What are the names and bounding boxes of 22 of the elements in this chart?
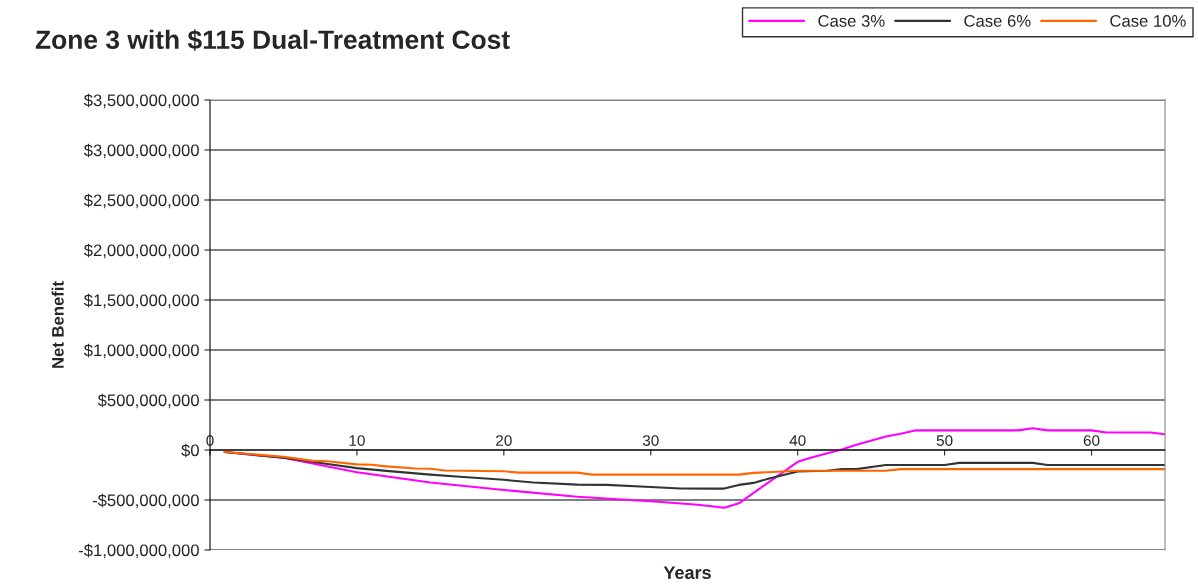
x-tick-label: 60 (1083, 435, 1100, 446)
chart-title: Zone 3 with $115 Dual-Treatment Cost (35, 29, 510, 51)
x-axis-title: Years (663, 566, 711, 580)
legend-label: Case 10% (1110, 15, 1186, 27)
y-tick-label: -$1,000,000,000 (78, 543, 199, 559)
y-tick-label: $3,000,000,000 (83, 143, 199, 159)
y-tick-label: $500,000,000 (97, 393, 199, 409)
y-tick-label: $2,000,000,000 (83, 243, 199, 259)
x-tick-label: 30 (642, 435, 659, 446)
legend-label: Case 6% (964, 15, 1031, 27)
y-tick-label: $1,500,000,000 (83, 293, 199, 309)
legend-label: Case 3% (818, 15, 885, 27)
x-tick-label: 40 (789, 435, 806, 446)
y-tick-label: $3,500,000,000 (83, 93, 199, 109)
y-axis-title: Net Benefit (51, 281, 64, 368)
y-tick-label: $1,000,000,000 (83, 343, 199, 359)
x-tick-label: 50 (936, 435, 953, 446)
x-tick-label: 10 (349, 435, 365, 446)
x-tick-label: 20 (496, 435, 512, 446)
y-tick-label: -$500,000,000 (92, 493, 199, 509)
y-tick-label: $2,500,000,000 (83, 193, 199, 209)
y-tick-label: $0 (181, 443, 199, 458)
